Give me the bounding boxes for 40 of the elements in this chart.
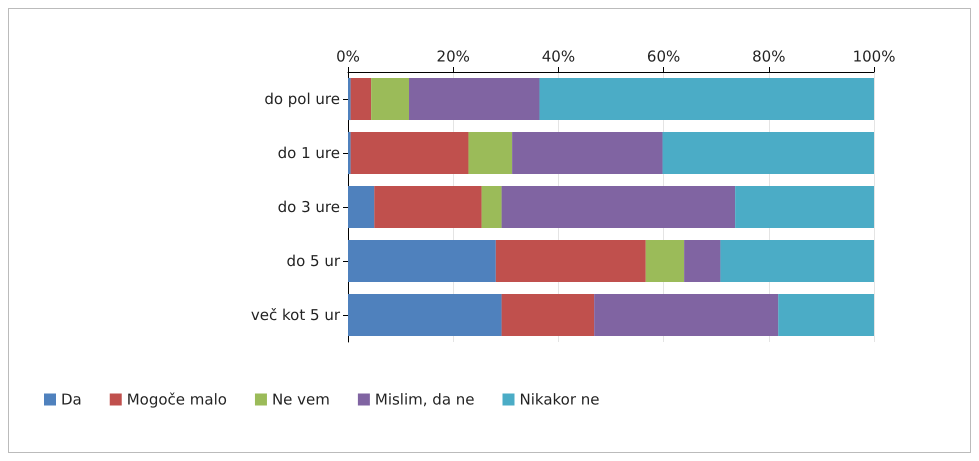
legend-label: Da (61, 390, 82, 408)
bar (374, 186, 482, 228)
legend-label: Ne vem (272, 390, 330, 408)
bar (468, 132, 512, 174)
bar (482, 186, 502, 228)
bar (350, 132, 468, 174)
bar (684, 240, 720, 282)
y-tick-label: do pol ure (264, 90, 340, 108)
legend-label: Mislim, da ne (374, 390, 475, 408)
bar (539, 78, 874, 120)
bar (735, 186, 874, 228)
bar (646, 240, 684, 282)
y-tick-label: do 1 ure (278, 144, 340, 162)
bar (502, 294, 594, 336)
y-tick-label: do 3 ure (278, 198, 340, 216)
bar (348, 240, 496, 282)
bar (512, 132, 663, 174)
y-tick-label: do 5 ur (286, 252, 341, 270)
bar (496, 240, 646, 282)
x-tick-label: 20% (436, 48, 470, 66)
bar (348, 294, 502, 336)
x-tick-label: 80% (752, 48, 786, 66)
bar (502, 186, 736, 228)
bar (348, 132, 351, 174)
legend-label: Mogoče malo (126, 390, 227, 408)
bar (409, 78, 540, 120)
bar (348, 78, 351, 120)
x-tick-label: 0% (336, 48, 360, 66)
bar (371, 78, 410, 120)
bar (348, 186, 374, 228)
x-tick-label: 40% (542, 48, 576, 66)
bar (594, 294, 778, 336)
bar (350, 78, 372, 120)
bar (720, 240, 874, 282)
x-tick-label: 60% (646, 48, 680, 66)
x-tick-label: 100% (852, 48, 896, 66)
y-tick-label: več kot 5 ur (250, 306, 341, 324)
legend-label: Nikakor ne (520, 390, 600, 408)
bar (778, 294, 874, 336)
bar (662, 132, 874, 174)
